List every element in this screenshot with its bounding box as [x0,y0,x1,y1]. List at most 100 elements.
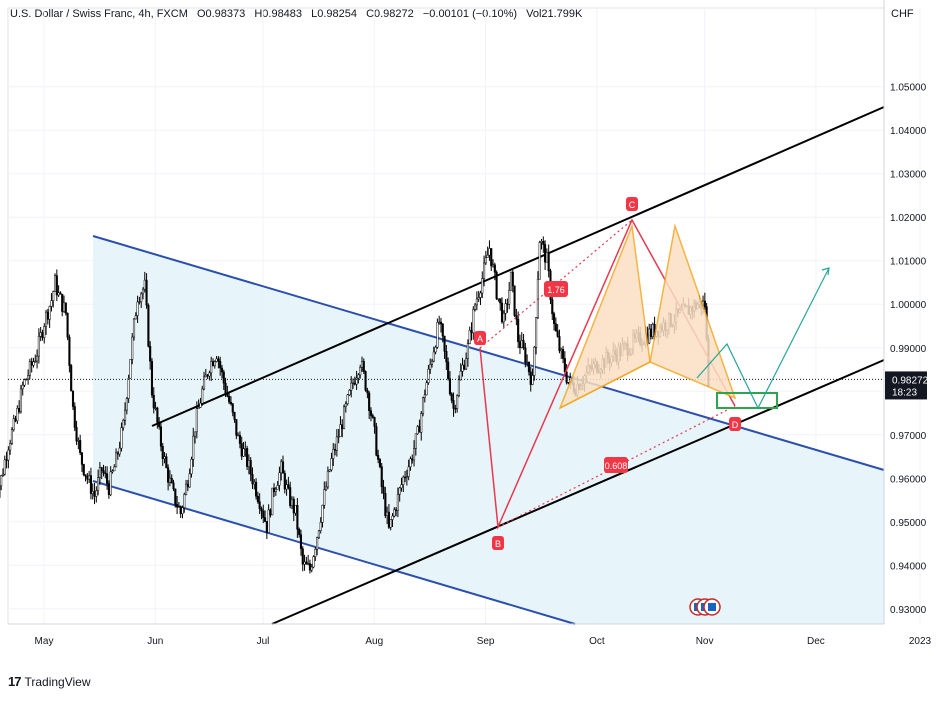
candle-body [48,306,51,320]
candle-body [50,300,53,307]
candle-body [499,298,502,304]
candle-body [88,475,91,480]
candle-body [416,426,419,435]
candle-body [62,302,66,312]
candle-body [369,410,373,416]
candle-body [140,293,143,302]
candle-body [46,311,49,320]
candle-body [651,323,654,337]
candle-body [500,302,504,323]
candle-body [177,506,180,508]
us-flag-event-icon [703,598,721,616]
ratio-label-bd-bg [604,457,628,473]
channel-upper-line [92,235,885,471]
candle-body [73,406,76,428]
candle-body [244,448,247,450]
candle-body [208,372,211,377]
candle-body [185,483,188,495]
y-tick-label: 0.96000 [890,474,927,485]
candle-body [86,475,89,480]
candle-body [414,433,417,449]
candle-body [77,440,80,442]
candle-body [533,347,536,376]
candle-body [195,408,198,433]
candle-body [219,360,222,369]
candle-body [558,336,561,352]
axes: 0.930000.940000.950000.960000.970000.980… [8,0,932,647]
candle-body [240,443,243,457]
candle-body [181,507,184,514]
x-tick-label: Nov [696,636,714,647]
candle-body [156,407,159,423]
candle-body [411,458,414,461]
ascending-lower-line [271,359,885,625]
candle-body [556,330,559,337]
point-label-b: B [492,536,504,550]
projection-arrowhead [821,267,830,276]
candle-body [127,377,130,399]
y-tick-label: 1.03000 [890,170,927,181]
candle-body [100,467,103,471]
candle-body [131,336,134,360]
close-value: C0.98272 [366,8,414,20]
candle-body [491,264,495,267]
candle-body [222,371,225,384]
candle-body [561,349,565,359]
candle-body [9,443,12,451]
y-tick-label: 0.94000 [890,561,927,572]
x-tick-label: 2023 [909,636,932,647]
candle-body [5,459,8,461]
candle-body [231,403,234,413]
candle-body [360,361,364,368]
candle-body [513,285,516,316]
candle-body [125,398,128,411]
candle-body [19,388,22,412]
candle-body [107,483,110,496]
candle-body [253,481,256,485]
candle-body [106,473,109,484]
open-value: O0.98373 [196,8,246,20]
candle-body [342,406,346,429]
candle-body [420,413,423,433]
candle-body [167,467,170,483]
candle-body [468,330,471,344]
candle-body [104,472,107,475]
candle-body [82,464,85,475]
candle-body [344,403,347,408]
candle-body [301,548,304,565]
candle-body [551,299,554,315]
candle-body [188,473,191,488]
candle-body [71,390,75,407]
candle-body [448,378,452,395]
candle-body [317,530,320,538]
candle-body [34,360,37,363]
candle-body [325,486,328,490]
candle-body [522,340,525,349]
drawings-front[interactable]: A B C D 1.76 0.608 [8,197,884,616]
candle-body [527,361,530,373]
candle-body [256,495,259,502]
candle-body [314,549,317,557]
candle-body [371,415,374,418]
candle-body [143,279,146,290]
candle-body [332,449,335,459]
x-tick-label: Dec [807,636,825,647]
candle-body [202,376,206,390]
candle-body [272,487,276,492]
symbol-title[interactable]: U.S. Dollar / Swiss Franc, 4h, FXCM [10,8,188,20]
candle-body [299,534,303,549]
bar-countdown: 18:23 [892,387,917,398]
candle-body [122,420,125,428]
candle-body [312,556,315,568]
tradingview-brand[interactable]: 17 TradingView [8,674,91,689]
candle-body [461,364,464,372]
y-tick-label: 0.93000 [890,605,927,616]
candle-body [398,487,401,495]
high-value: H0.98483 [254,8,303,20]
candle-body [364,371,367,391]
candle-body [649,328,653,337]
candle-body [389,519,392,528]
candle-body [445,351,448,363]
candle-body [355,377,358,385]
